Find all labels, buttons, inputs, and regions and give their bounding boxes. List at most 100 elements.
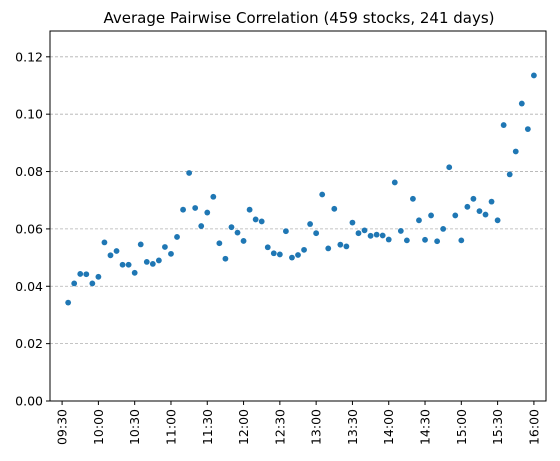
data-point (295, 252, 301, 258)
y-tick-label: 0.08 (15, 164, 43, 179)
data-point (319, 191, 326, 198)
data-point (361, 227, 368, 234)
chart-title: Average Pairwise Correlation (459 stocks… (103, 9, 494, 27)
data-point (458, 237, 465, 244)
x-tick-label: 11:30 (200, 409, 215, 445)
data-point (240, 238, 247, 244)
data-point (325, 245, 332, 252)
data-point (518, 100, 525, 107)
data-point (403, 237, 410, 244)
data-point (210, 193, 217, 200)
data-point (192, 205, 199, 211)
data-point (71, 280, 78, 287)
x-tick-label: 11:00 (163, 409, 178, 445)
data-point (313, 230, 320, 237)
x-tick-label: 13:30 (345, 409, 360, 445)
data-point (476, 208, 483, 215)
data-point (234, 229, 241, 236)
data-point (276, 251, 283, 258)
data-point (440, 226, 447, 232)
data-point (198, 223, 205, 229)
data-point (391, 179, 398, 186)
data-point (77, 271, 84, 277)
data-point (355, 230, 362, 237)
data-point (270, 250, 277, 257)
data-point (379, 232, 386, 239)
data-point (416, 217, 422, 224)
data-point (246, 206, 253, 213)
data-point (428, 212, 434, 219)
x-tick-label: 09:30 (55, 409, 70, 445)
data-point (512, 148, 519, 155)
data-point (470, 195, 477, 202)
data-point (168, 250, 174, 257)
data-point (434, 238, 441, 245)
x-tick-label: 10:30 (127, 409, 142, 445)
x-tick-label: 14:30 (418, 409, 433, 445)
data-point (186, 170, 193, 176)
data-point (162, 244, 168, 250)
data-point (228, 224, 235, 231)
x-tick-label: 12:30 (272, 409, 287, 445)
x-tick-label: 14:00 (381, 409, 396, 445)
plot-frame (49, 30, 547, 402)
x-tick-label: 15:00 (454, 409, 469, 445)
data-point (397, 228, 404, 234)
y-tick-label: 0.04 (15, 279, 43, 294)
data-point (337, 241, 344, 248)
x-tick-label: 13:00 (309, 409, 324, 445)
x-tick-label: 16:00 (526, 409, 541, 445)
data-point (174, 234, 180, 240)
data-point (143, 258, 150, 265)
data-point (422, 236, 428, 243)
data-point (283, 228, 289, 235)
data-point (125, 261, 132, 268)
data-point (367, 232, 374, 239)
data-point (264, 244, 271, 251)
x-tick-label: 15:30 (490, 409, 505, 445)
data-point (331, 205, 338, 212)
data-point (289, 254, 295, 261)
data-points (65, 72, 537, 306)
data-point (464, 203, 471, 210)
data-point (488, 198, 495, 205)
data-point (500, 122, 507, 128)
y-tick-label: 0.12 (15, 49, 43, 64)
x-axis: 09:30 10:00 10:30 11:00 11:30 12:00 12:30 13:00… (55, 401, 541, 445)
y-tick-label: 0.00 (15, 394, 43, 409)
data-point (113, 248, 120, 254)
data-point (410, 195, 416, 202)
y-tick-label: 0.10 (15, 107, 43, 122)
x-tick-label: 12:00 (236, 409, 251, 445)
y-axis: 0.00 0.02 0.04 0.06 0.08 0.10 0.12 (15, 49, 50, 409)
data-point (107, 252, 114, 259)
y-tick-label: 0.02 (15, 336, 43, 351)
data-point (446, 164, 453, 171)
data-point (216, 240, 223, 247)
data-point (137, 241, 144, 248)
data-point (131, 269, 138, 276)
data-point (149, 260, 156, 267)
data-point (506, 171, 513, 178)
data-point (258, 218, 265, 225)
data-point (101, 239, 108, 246)
data-point (494, 217, 501, 224)
data-point (89, 280, 96, 287)
data-point (83, 271, 90, 278)
data-point (119, 261, 126, 268)
data-point (204, 209, 211, 216)
y-tick-label: 0.06 (15, 221, 43, 236)
data-point (95, 273, 102, 280)
data-point (531, 72, 537, 79)
grid-lines (50, 56, 546, 402)
x-tick-label: 10:00 (91, 409, 106, 445)
data-point (252, 216, 259, 223)
data-point (307, 221, 313, 227)
data-point (222, 255, 229, 262)
data-point (180, 206, 186, 213)
data-point (155, 257, 162, 264)
data-point (524, 126, 531, 132)
data-point (373, 231, 380, 238)
data-point (65, 299, 72, 306)
